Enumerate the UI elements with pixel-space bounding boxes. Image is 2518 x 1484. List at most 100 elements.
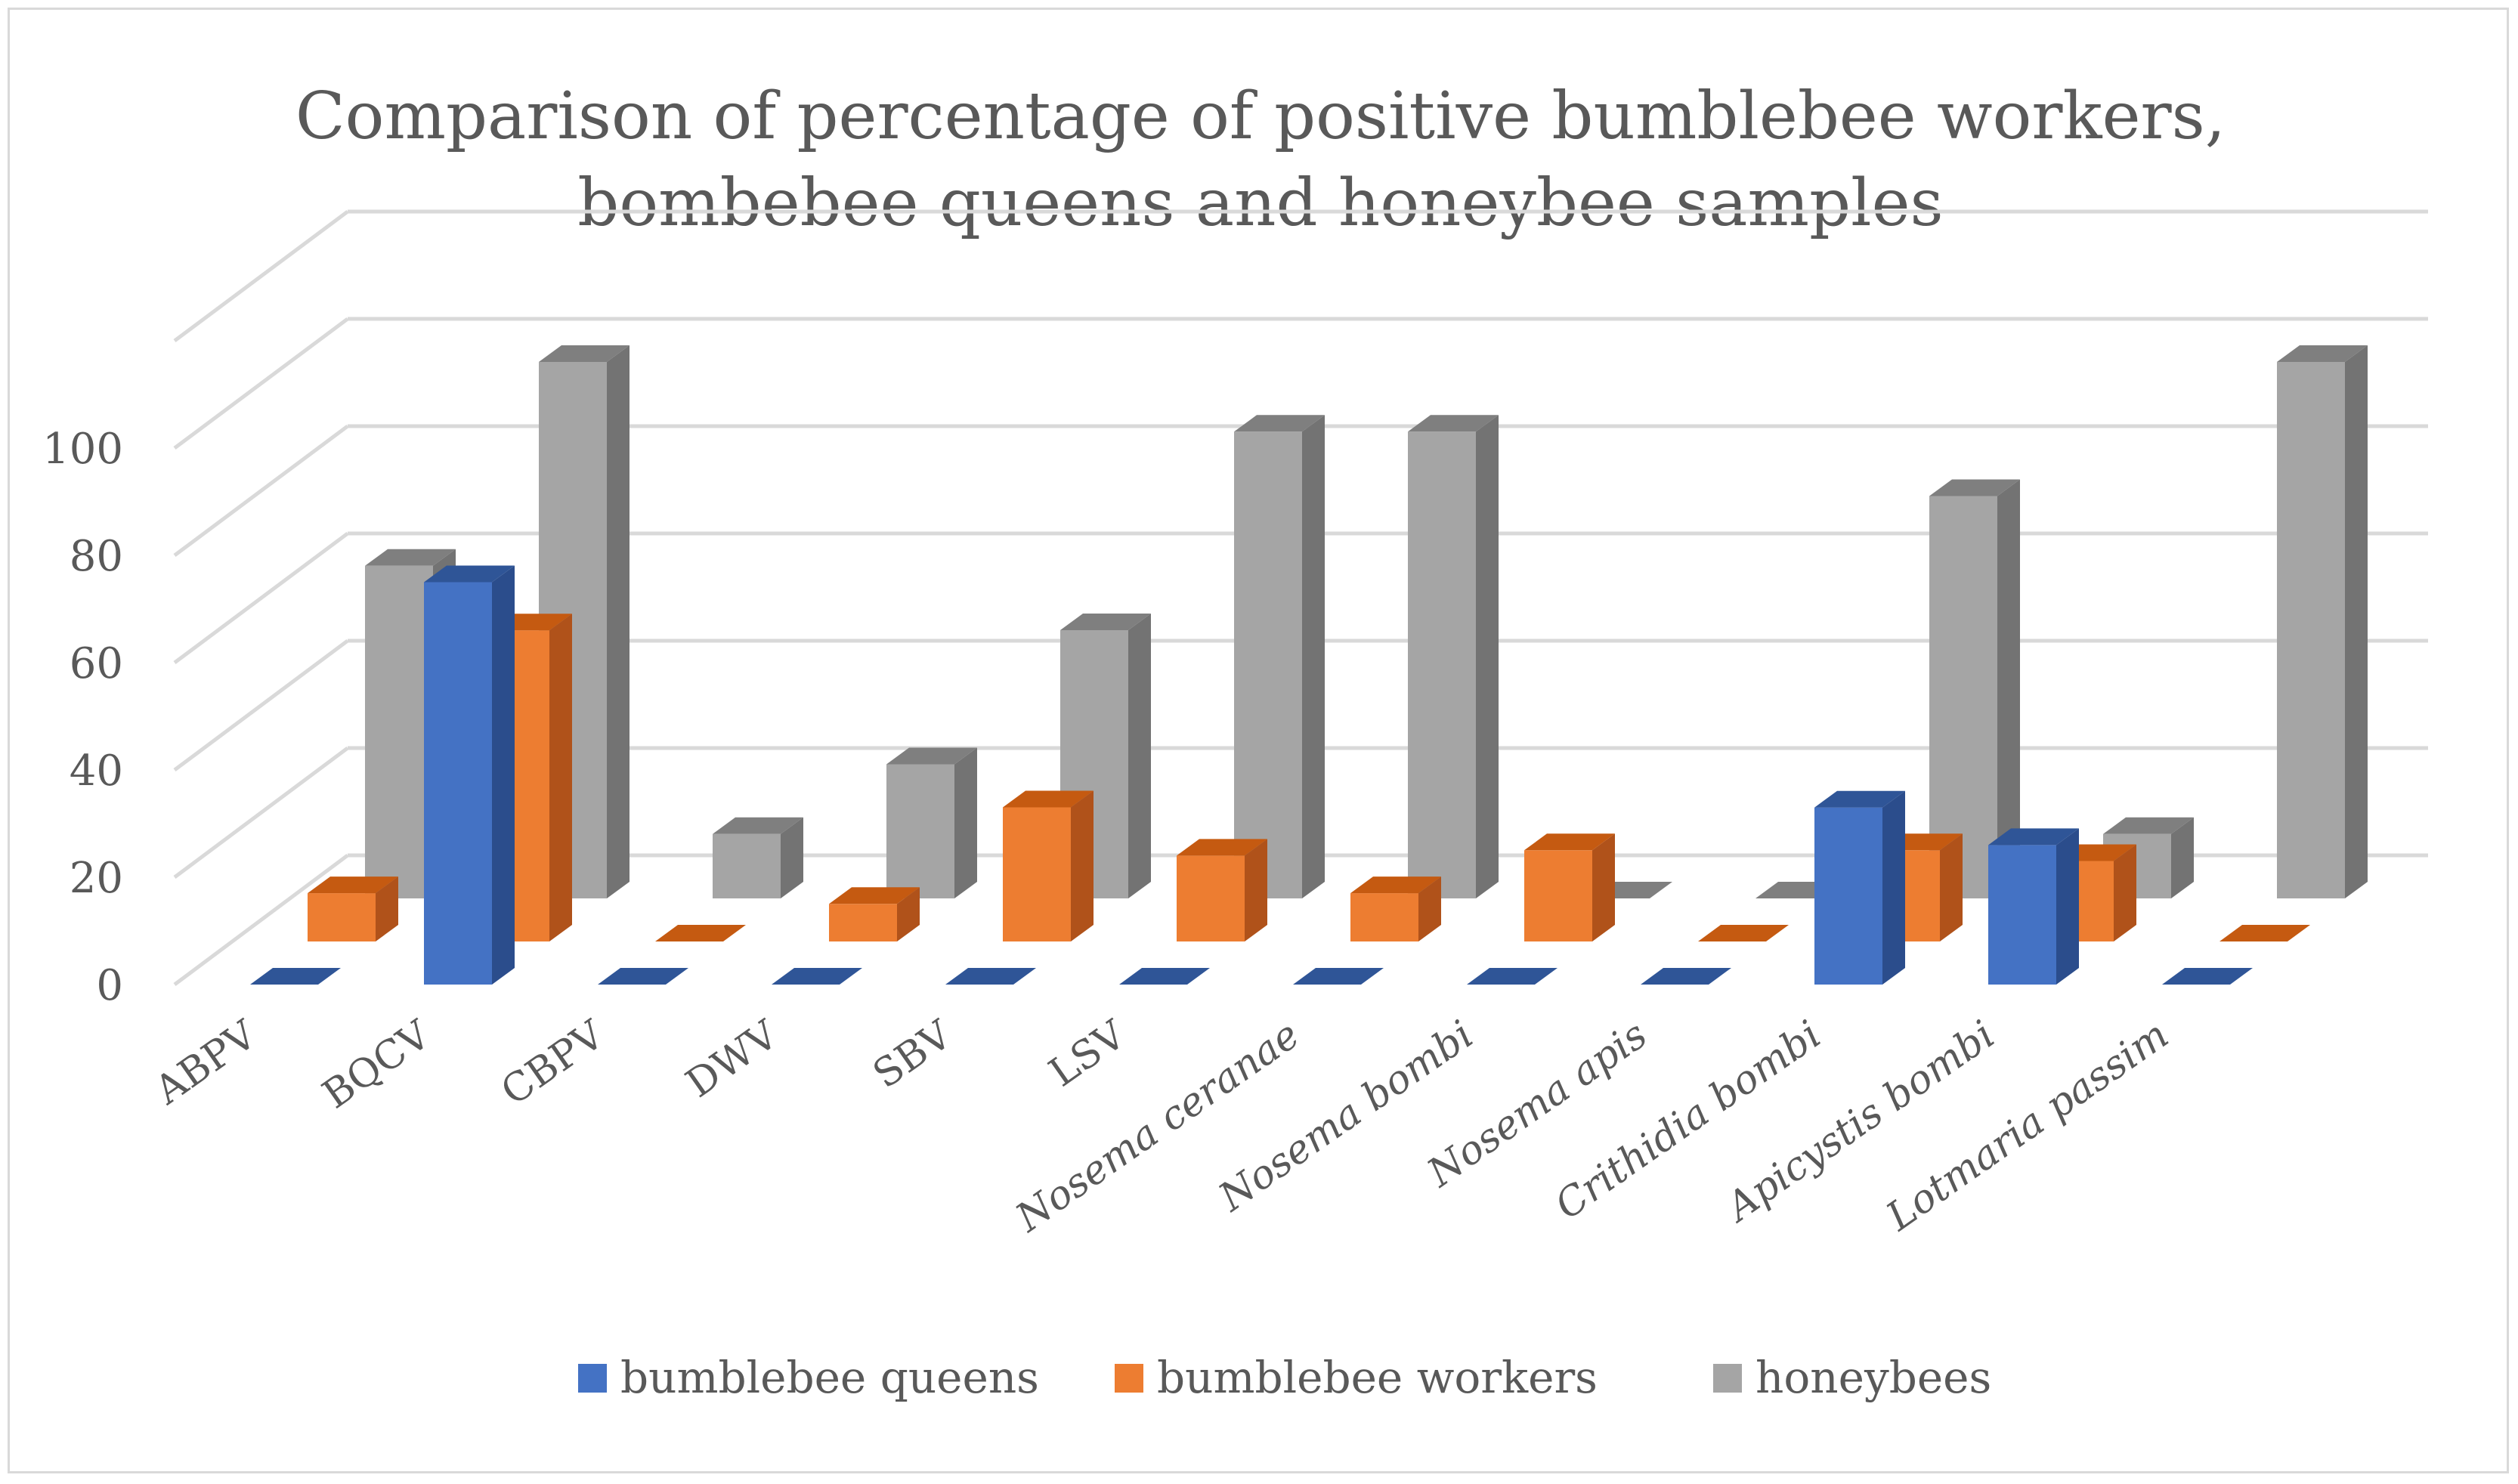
bar-top bbox=[365, 549, 456, 566]
x-tick-label-sbv: SBV bbox=[865, 1012, 961, 1098]
x-tick-label-bqcv: BQCV bbox=[314, 1012, 439, 1118]
bar-bumblebee-queens-abpv bbox=[250, 968, 341, 985]
x-tick-label-nosema-ceranae: Nosema ceranae bbox=[1007, 1012, 1307, 1241]
bar-bumblebee-workers-abpv bbox=[308, 876, 398, 941]
bar-front bbox=[424, 582, 492, 985]
x-tick-label-dwv: DWV bbox=[678, 1012, 787, 1107]
bar-front bbox=[1814, 807, 1882, 985]
bar-bumblebee-workers-nosema-ceranae bbox=[1350, 876, 1441, 941]
grid-diagonal bbox=[173, 424, 349, 558]
chart-title-line-1: Comparison of percentage of positive bum… bbox=[295, 79, 2226, 154]
bar-honeybees-lsv bbox=[1234, 415, 1325, 898]
bar-side bbox=[1940, 833, 1963, 941]
bar-side bbox=[2114, 844, 2136, 941]
bar-side bbox=[1128, 614, 1151, 898]
bar-front bbox=[2277, 362, 2345, 898]
bar-side bbox=[607, 345, 630, 898]
bar-bumblebee-queens-nosema-ceranae bbox=[1293, 968, 1384, 985]
bar-bumblebee-queens-sbv bbox=[945, 968, 1036, 985]
legend-label: bumblebee queens bbox=[620, 1352, 1039, 1403]
bar-honeybees-dwv bbox=[886, 747, 977, 898]
bar-top bbox=[713, 817, 803, 834]
bar-side bbox=[1476, 415, 1499, 898]
bar-bumblebee-queens-crithidia-bombi bbox=[1814, 790, 1905, 985]
grid-diagonal bbox=[173, 638, 349, 772]
bar-side bbox=[781, 817, 803, 898]
bar-front bbox=[1929, 496, 1997, 898]
bar-top bbox=[1350, 876, 1441, 894]
bar-side bbox=[1302, 415, 1325, 898]
bar-top bbox=[1929, 479, 2020, 496]
bar-bumblebee-queens-apicystis-bombi bbox=[1988, 828, 2079, 985]
bar-top bbox=[1234, 415, 1325, 432]
y-tick-label: 0 bbox=[96, 961, 123, 1010]
bar-bumblebee-queens-nosema-apis bbox=[1641, 968, 1731, 985]
bar-honeybees-lotmaria-passim bbox=[2277, 345, 2368, 898]
chart: Comparison of percentage of positive bum… bbox=[42, 79, 2428, 1403]
bar-front bbox=[713, 833, 781, 898]
bar-side bbox=[1882, 790, 1905, 985]
bar-side bbox=[954, 747, 977, 898]
bar-top bbox=[2277, 345, 2368, 362]
bar-side bbox=[2171, 817, 2194, 898]
bar-top bbox=[308, 876, 398, 894]
bar-bumblebee-queens-nosema-bombi bbox=[1467, 968, 1558, 985]
x-tick-label-lotmaria-passim: Lotmaria passim bbox=[1878, 1012, 2176, 1240]
grid-diagonal bbox=[173, 531, 349, 665]
bar-top bbox=[1524, 833, 1615, 851]
chart-frame: Comparison of percentage of positive bum… bbox=[8, 8, 2509, 1473]
bar-top bbox=[1467, 968, 1558, 985]
bar-top bbox=[1408, 415, 1499, 432]
bar-bumblebee-queens-dwv bbox=[772, 968, 862, 985]
bar-top bbox=[1119, 968, 1210, 985]
bar-bumblebee-workers-lsv bbox=[1177, 839, 1267, 941]
bar-honeybees-sbv bbox=[1060, 614, 1151, 898]
bar-bumblebee-workers-nosema-apis bbox=[1698, 925, 1789, 941]
x-tick-label-abpv: ABPV bbox=[147, 1012, 266, 1115]
bar-bumblebee-queens-bqcv bbox=[424, 565, 515, 985]
legend-item-honeybees: honeybees bbox=[1713, 1352, 1991, 1403]
grid-diagonal bbox=[173, 853, 349, 987]
bar-bumblebee-workers-nosema-bombi bbox=[1524, 833, 1615, 941]
bar-side bbox=[897, 887, 920, 941]
bar-top bbox=[1003, 790, 1094, 808]
bar-top bbox=[1177, 839, 1267, 856]
bar-top bbox=[1641, 968, 1731, 985]
bar-honeybees-crithidia-bombi bbox=[1929, 479, 2020, 898]
bar-top bbox=[1293, 968, 1384, 985]
bar-side bbox=[2056, 828, 2079, 985]
bar-side bbox=[1418, 876, 1441, 941]
bar-front bbox=[308, 893, 376, 941]
bar-bumblebee-queens-lotmaria-passim bbox=[2162, 968, 2253, 985]
bar-top bbox=[1814, 790, 1905, 808]
bar-front bbox=[1524, 850, 1592, 941]
bar-top bbox=[2103, 817, 2194, 834]
legend: bumblebee queens bumblebee workers honeybe… bbox=[578, 1352, 1991, 1403]
bar-front bbox=[1350, 893, 1418, 941]
legend-label: bumblebee workers bbox=[1157, 1352, 1598, 1403]
bar-top bbox=[1988, 828, 2079, 846]
grid-diagonal bbox=[173, 317, 349, 450]
legend-item-bumblebee-workers: bumblebee workers bbox=[1115, 1352, 1598, 1403]
bar-top bbox=[945, 968, 1036, 985]
bars bbox=[250, 345, 2368, 985]
bar-side bbox=[1245, 839, 1267, 941]
legend-swatch bbox=[1115, 1364, 1143, 1393]
bar-side bbox=[492, 565, 515, 985]
bar-top bbox=[250, 968, 341, 985]
bar-front bbox=[365, 565, 433, 898]
legend-swatch bbox=[1713, 1364, 1742, 1393]
y-tick-label: 20 bbox=[70, 854, 123, 903]
bar-top bbox=[1060, 614, 1151, 630]
gridlines bbox=[173, 209, 2428, 987]
bar-top bbox=[424, 565, 515, 583]
y-axis-ticks: 0 20 40 60 80 100 bbox=[42, 425, 123, 1010]
bar-top bbox=[2219, 925, 2310, 941]
bar-side bbox=[2345, 345, 2368, 898]
y-tick-label: 60 bbox=[70, 639, 123, 688]
chart-title-line-2: bombebee queens and honeybee samples bbox=[577, 165, 1943, 241]
bar-top bbox=[772, 968, 862, 985]
bar-top bbox=[1698, 925, 1789, 941]
x-tick-label-lsv: LSV bbox=[1041, 1012, 1135, 1096]
y-tick-label: 80 bbox=[70, 532, 123, 581]
